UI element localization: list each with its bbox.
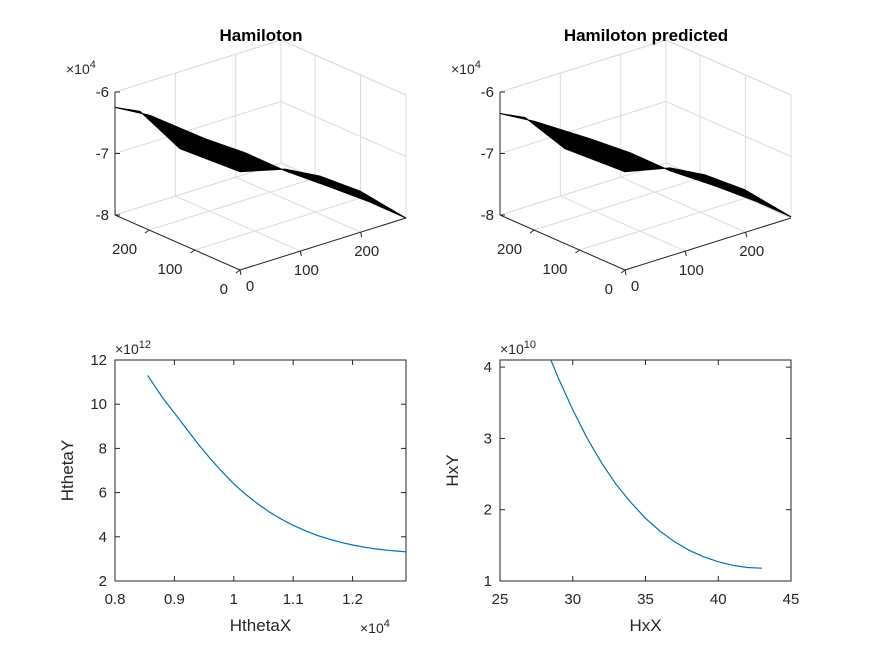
y-tick-label: 200: [112, 241, 137, 258]
x-tick-label: 1: [230, 591, 238, 608]
box-edge: [280, 39, 407, 96]
grid-line: [533, 177, 701, 231]
line-plot-1: 0.8 0.9 1 1.1 1.2 2 4 6 8 10 12 HthetaX HthetaY ×1012…: [58, 339, 407, 636]
y-tick-label: 4: [484, 359, 492, 376]
z-tick-label: -7: [96, 146, 109, 163]
box-edge: [114, 39, 282, 93]
plot-title: Hamiloton: [219, 26, 302, 45]
grid-line: [499, 101, 667, 154]
x-tick-label: 0: [631, 278, 639, 295]
grid-line: [560, 195, 686, 252]
x-tick-label: 40: [710, 591, 727, 608]
y-tick-label: 100: [543, 261, 568, 278]
surface-plot-1: -6 -7 -8 ×104 0 100 200 0 100 200 Hamiloton: [66, 26, 407, 298]
x-exponent-label: ×104: [360, 618, 390, 636]
z-tick-label: -6: [481, 84, 494, 101]
x-tick-label: 25: [492, 591, 509, 608]
grid-line: [114, 101, 282, 154]
plot-title: Hamiloton predicted: [564, 26, 728, 45]
series-line: [550, 359, 762, 569]
grid-line: [280, 101, 407, 157]
y-exponent-label: ×1012: [115, 339, 151, 357]
y-tick-label: 12: [90, 352, 107, 369]
z-exponent-label: ×104: [66, 59, 96, 77]
grid-line: [194, 197, 361, 251]
y-tick: [529, 229, 535, 234]
x-tick: [360, 232, 363, 238]
surface-mesh: [499, 113, 792, 218]
box-edge: [665, 39, 792, 96]
x-tick-label: 0.9: [164, 591, 185, 608]
grid-line: [235, 176, 361, 233]
x-tick-label: 100: [679, 262, 704, 279]
z-tick-label: -7: [481, 146, 494, 163]
x-axis-label: HthetaX: [230, 616, 291, 635]
x-tick-label: 200: [354, 243, 379, 260]
z-tick-label: -8: [96, 207, 109, 224]
plot-area: [499, 359, 792, 582]
grid-line: [620, 176, 746, 233]
y-exponent-label: ×1010: [500, 339, 536, 357]
surface-mesh: [114, 106, 407, 219]
grid-line: [175, 195, 301, 252]
x-tick: [299, 250, 302, 257]
y-tick-label: 2: [99, 573, 107, 590]
plot-area: [114, 359, 407, 582]
x-tick: [624, 269, 627, 276]
y-axis-label: HthetaY: [58, 440, 77, 501]
y-tick-label: 0: [605, 281, 613, 298]
y-tick: [190, 249, 195, 254]
grid-line: [665, 101, 792, 157]
line-plot-2: 25 30 35 40 45 1 2 3 4 HxX HxY ×1010: [443, 339, 799, 635]
x-tick: [239, 269, 242, 276]
y-tick: [575, 249, 580, 254]
y-tick-label: 2: [484, 502, 492, 519]
grid-line: [148, 177, 316, 231]
y-axis: [499, 214, 626, 271]
x-axis: [624, 217, 792, 271]
x-tick-label: 200: [739, 243, 764, 260]
x-tick: [684, 250, 687, 257]
y-axis: [114, 214, 241, 271]
y-tick-label: 200: [497, 241, 522, 258]
x-tick-label: 35: [637, 591, 654, 608]
x-tick-label: 45: [783, 591, 800, 608]
y-axis-label: HxY: [443, 454, 462, 486]
y-tick: [620, 269, 626, 274]
y-tick-label: 6: [99, 485, 107, 502]
y-tick: [144, 229, 150, 234]
z-tick-label: -8: [481, 207, 494, 224]
x-tick-label: 30: [564, 591, 581, 608]
grid-line: [579, 197, 746, 251]
x-tick-label: 1.2: [342, 591, 363, 608]
y-tick: [235, 269, 241, 274]
x-axis-label: HxX: [629, 616, 661, 635]
grid-line: [114, 162, 282, 216]
box-edge: [499, 39, 667, 93]
x-tick-label: 0: [246, 278, 254, 295]
x-tick-label: 1.1: [283, 591, 304, 608]
y-tick-label: 3: [484, 430, 492, 447]
surface-plot-2: -6 -7 -8 ×104 0 100 200 0 100 200 Hamiloton predic…: [451, 26, 792, 298]
x-tick: [745, 232, 748, 238]
y-tick-label: 1: [484, 573, 492, 590]
series-line: [147, 375, 407, 553]
x-axis: [239, 217, 407, 271]
x-tick-label: 100: [294, 262, 319, 279]
y-tick-label: 4: [99, 529, 107, 546]
z-tick-label: -6: [96, 84, 109, 101]
y-tick-label: 0: [220, 281, 228, 298]
z-exponent-label: ×104: [451, 59, 481, 77]
grid-line: [499, 162, 667, 216]
y-tick-label: 8: [99, 440, 107, 457]
y-tick-label: 10: [90, 396, 107, 413]
y-tick-label: 100: [158, 261, 183, 278]
x-tick-label: 0.8: [105, 591, 126, 608]
